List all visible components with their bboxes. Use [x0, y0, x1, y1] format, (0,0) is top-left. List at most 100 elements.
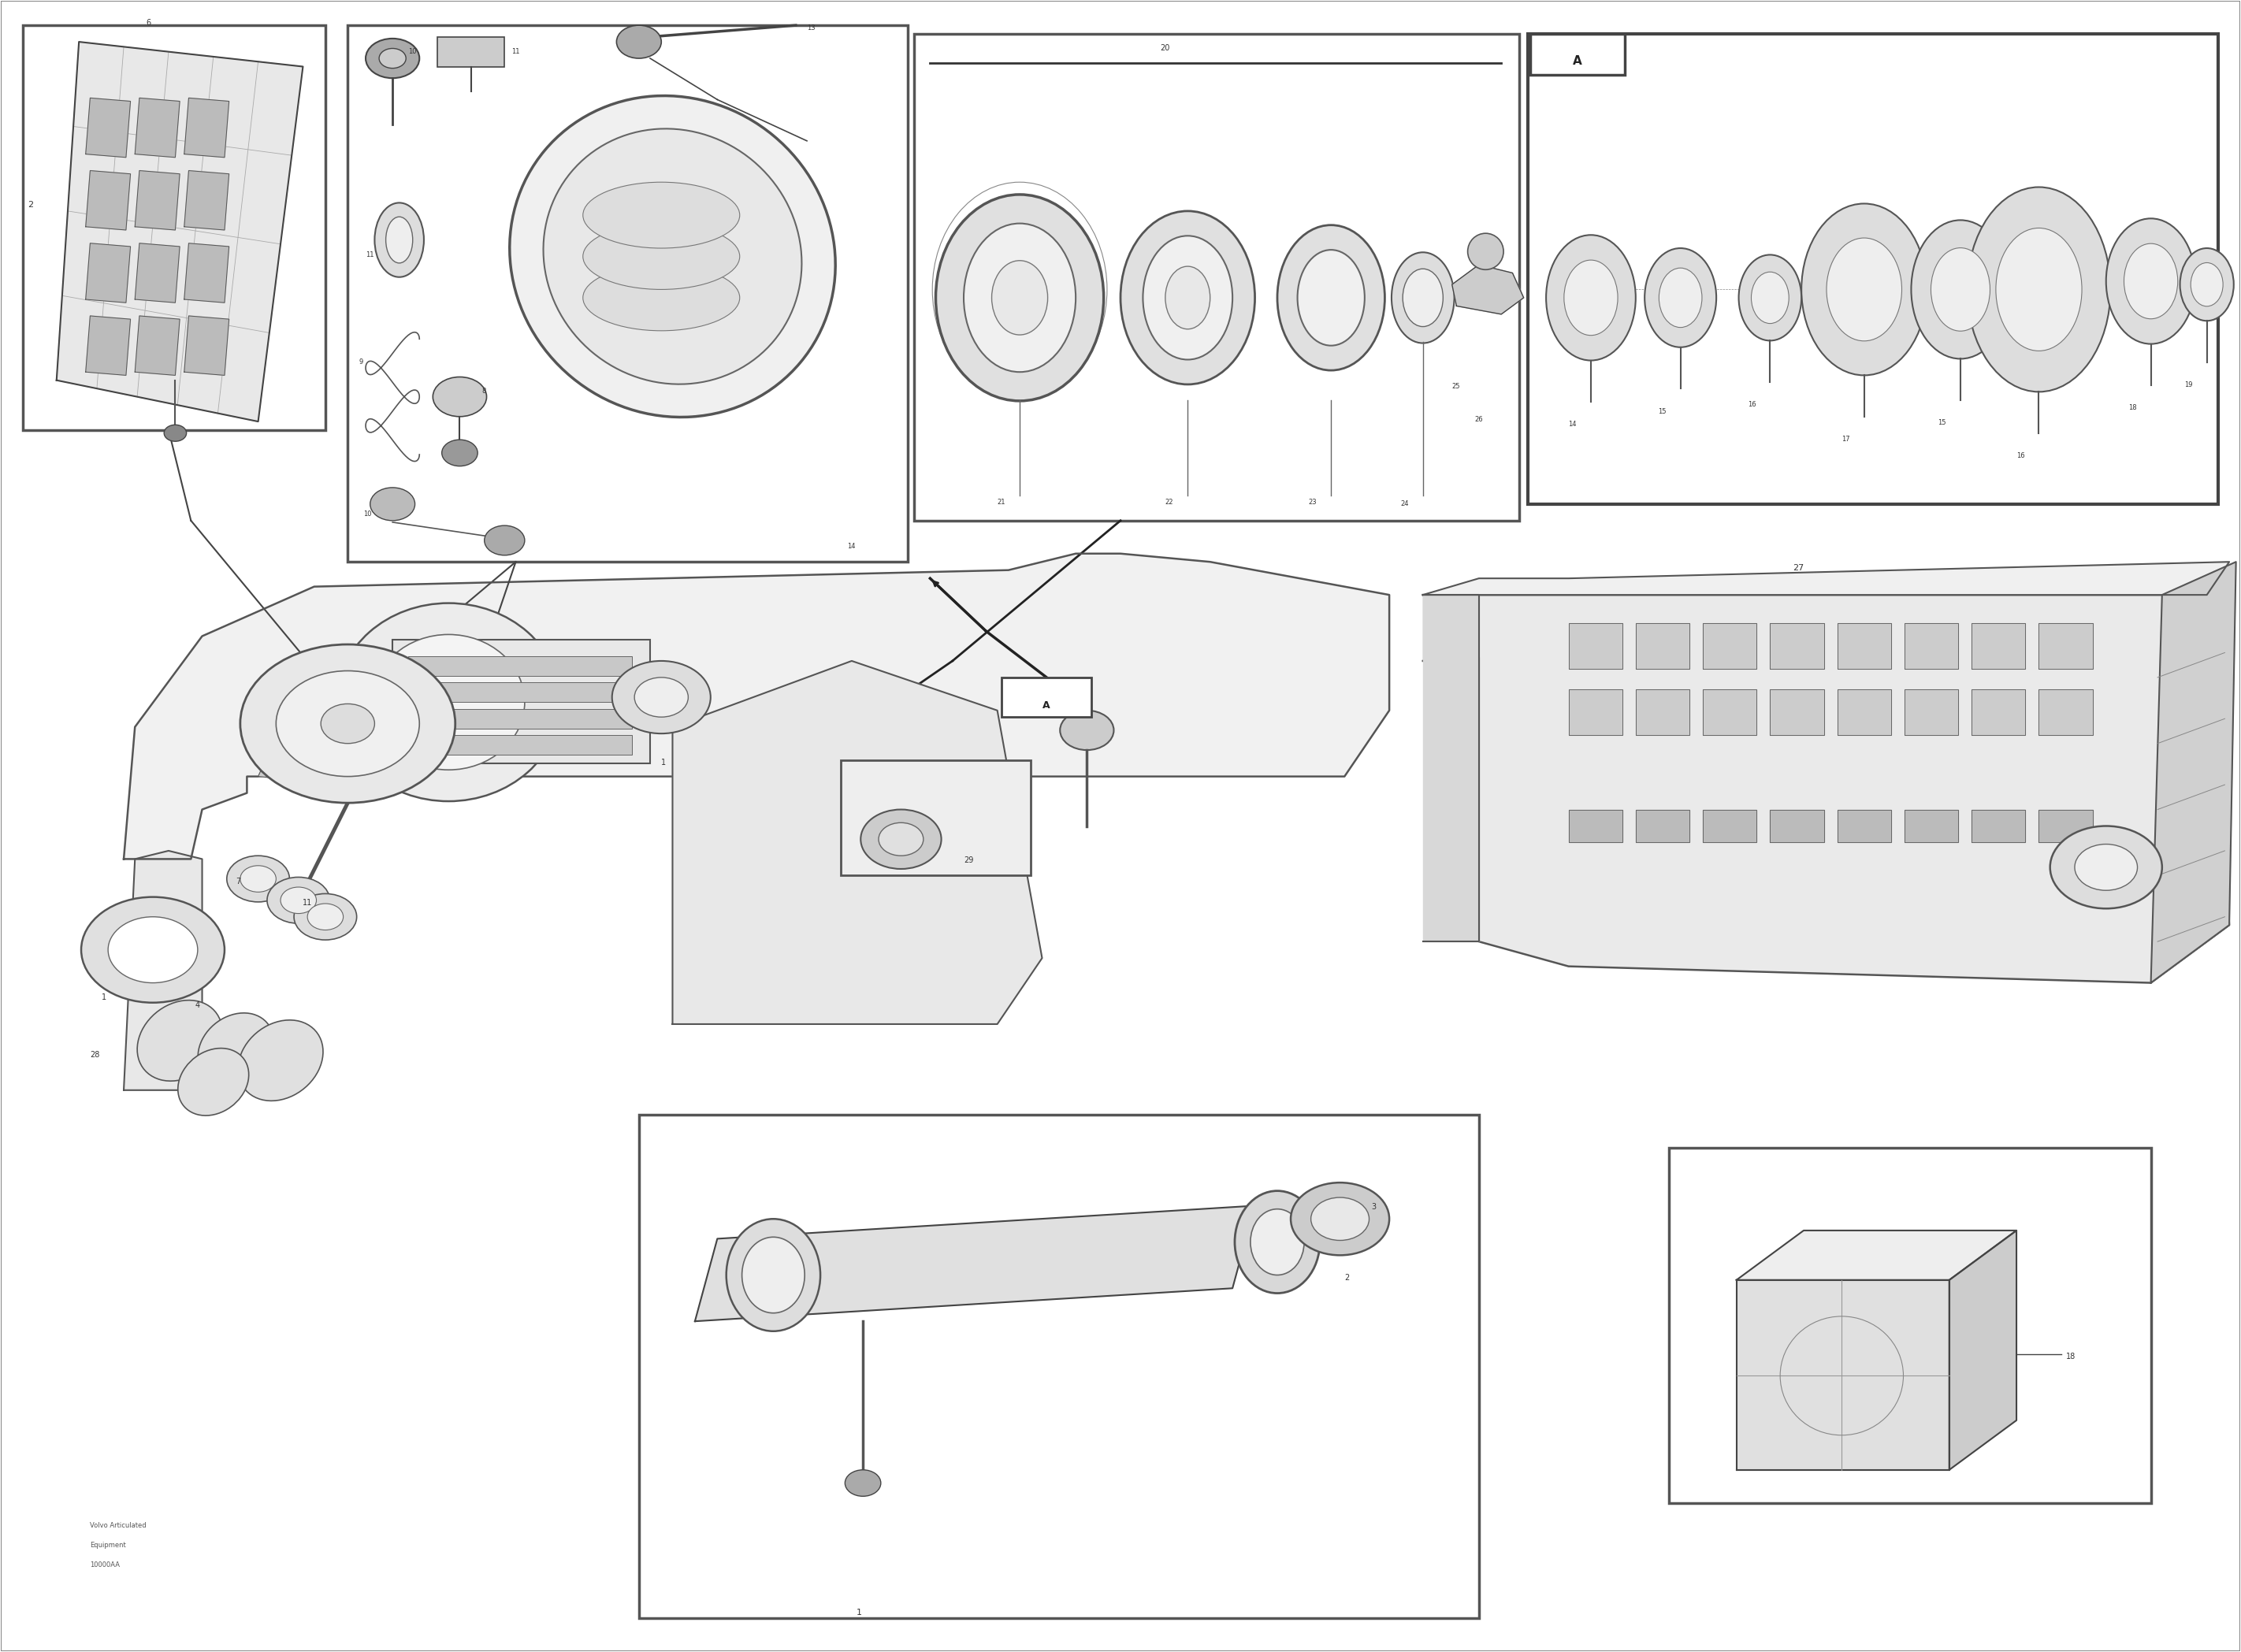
Polygon shape	[85, 243, 130, 302]
Text: 10000AA: 10000AA	[90, 1561, 121, 1569]
Polygon shape	[1905, 623, 1959, 669]
Text: 21: 21	[997, 499, 1006, 506]
Ellipse shape	[726, 1219, 820, 1332]
Text: 7: 7	[235, 877, 240, 885]
Polygon shape	[1838, 689, 1891, 735]
Polygon shape	[1972, 623, 2026, 669]
Ellipse shape	[583, 223, 740, 289]
Polygon shape	[1569, 689, 1622, 735]
Polygon shape	[2039, 623, 2093, 669]
Circle shape	[365, 38, 419, 78]
FancyBboxPatch shape	[639, 1115, 1479, 1619]
Text: 9: 9	[359, 358, 363, 365]
Circle shape	[441, 439, 477, 466]
Circle shape	[634, 677, 688, 717]
Circle shape	[267, 877, 329, 923]
Circle shape	[845, 1470, 881, 1497]
Polygon shape	[1452, 264, 1524, 314]
Polygon shape	[134, 170, 179, 230]
Polygon shape	[258, 669, 359, 702]
FancyBboxPatch shape	[408, 735, 632, 755]
Polygon shape	[184, 243, 229, 302]
Polygon shape	[184, 97, 229, 157]
Polygon shape	[258, 710, 359, 743]
Polygon shape	[134, 243, 179, 302]
Ellipse shape	[1546, 235, 1636, 360]
Ellipse shape	[1277, 225, 1385, 370]
Text: Volvo Articulated: Volvo Articulated	[90, 1521, 146, 1530]
Polygon shape	[1770, 809, 1824, 843]
Circle shape	[108, 917, 197, 983]
Ellipse shape	[937, 195, 1105, 401]
Text: 19: 19	[2185, 382, 2192, 388]
Ellipse shape	[1250, 1209, 1304, 1275]
Polygon shape	[1703, 689, 1757, 735]
Polygon shape	[672, 661, 1042, 1024]
Text: 14: 14	[847, 544, 856, 550]
Polygon shape	[1905, 689, 1959, 735]
Circle shape	[2051, 826, 2163, 909]
Ellipse shape	[964, 223, 1076, 372]
Text: 6: 6	[146, 20, 150, 26]
Circle shape	[276, 671, 419, 776]
Text: 14: 14	[1569, 421, 1578, 428]
Text: 2: 2	[27, 200, 34, 208]
Text: 20: 20	[1161, 43, 1170, 51]
Ellipse shape	[137, 999, 222, 1080]
Ellipse shape	[2107, 218, 2196, 344]
Polygon shape	[1636, 689, 1690, 735]
Text: 16: 16	[1748, 401, 1757, 408]
Polygon shape	[134, 97, 179, 157]
Circle shape	[2075, 844, 2138, 890]
Text: 2: 2	[1345, 1274, 1349, 1282]
Ellipse shape	[1997, 228, 2082, 350]
Ellipse shape	[336, 603, 560, 801]
Ellipse shape	[2124, 243, 2178, 319]
Polygon shape	[1838, 809, 1891, 843]
Polygon shape	[258, 752, 359, 785]
Ellipse shape	[1403, 269, 1443, 327]
Ellipse shape	[993, 261, 1049, 335]
FancyBboxPatch shape	[914, 33, 1519, 520]
Ellipse shape	[583, 182, 740, 248]
Ellipse shape	[1658, 268, 1701, 327]
Ellipse shape	[2180, 248, 2234, 320]
Text: 1: 1	[856, 1609, 863, 1617]
FancyBboxPatch shape	[1670, 1148, 2151, 1503]
Text: 24: 24	[1401, 501, 1410, 507]
Polygon shape	[123, 553, 1389, 859]
Polygon shape	[2151, 562, 2237, 983]
Ellipse shape	[197, 1013, 273, 1085]
Polygon shape	[1569, 623, 1622, 669]
Ellipse shape	[374, 203, 424, 278]
Circle shape	[240, 866, 276, 892]
Circle shape	[433, 377, 486, 416]
Circle shape	[616, 25, 661, 58]
Text: 29: 29	[964, 856, 973, 864]
Polygon shape	[1950, 1231, 2017, 1470]
Circle shape	[240, 644, 455, 803]
Polygon shape	[184, 316, 229, 375]
Text: A: A	[1042, 700, 1051, 710]
Ellipse shape	[1120, 211, 1255, 385]
Ellipse shape	[372, 634, 524, 770]
Ellipse shape	[1750, 273, 1788, 324]
Polygon shape	[1569, 809, 1622, 843]
Text: 16: 16	[2017, 453, 2026, 459]
Circle shape	[1311, 1198, 1369, 1241]
Text: 25: 25	[1452, 383, 1461, 390]
FancyBboxPatch shape	[1531, 33, 1625, 74]
Circle shape	[320, 704, 374, 743]
Polygon shape	[1737, 1231, 2017, 1280]
Polygon shape	[1770, 623, 1824, 669]
Text: 1: 1	[101, 993, 105, 1001]
Ellipse shape	[1802, 203, 1927, 375]
Text: Equipment: Equipment	[90, 1541, 125, 1550]
Text: 18: 18	[2129, 405, 2138, 411]
Polygon shape	[1972, 689, 2026, 735]
Ellipse shape	[238, 1019, 323, 1100]
Polygon shape	[1423, 595, 1479, 942]
Polygon shape	[1905, 809, 1959, 843]
Text: 15: 15	[1658, 408, 1667, 415]
Ellipse shape	[1235, 1191, 1320, 1294]
